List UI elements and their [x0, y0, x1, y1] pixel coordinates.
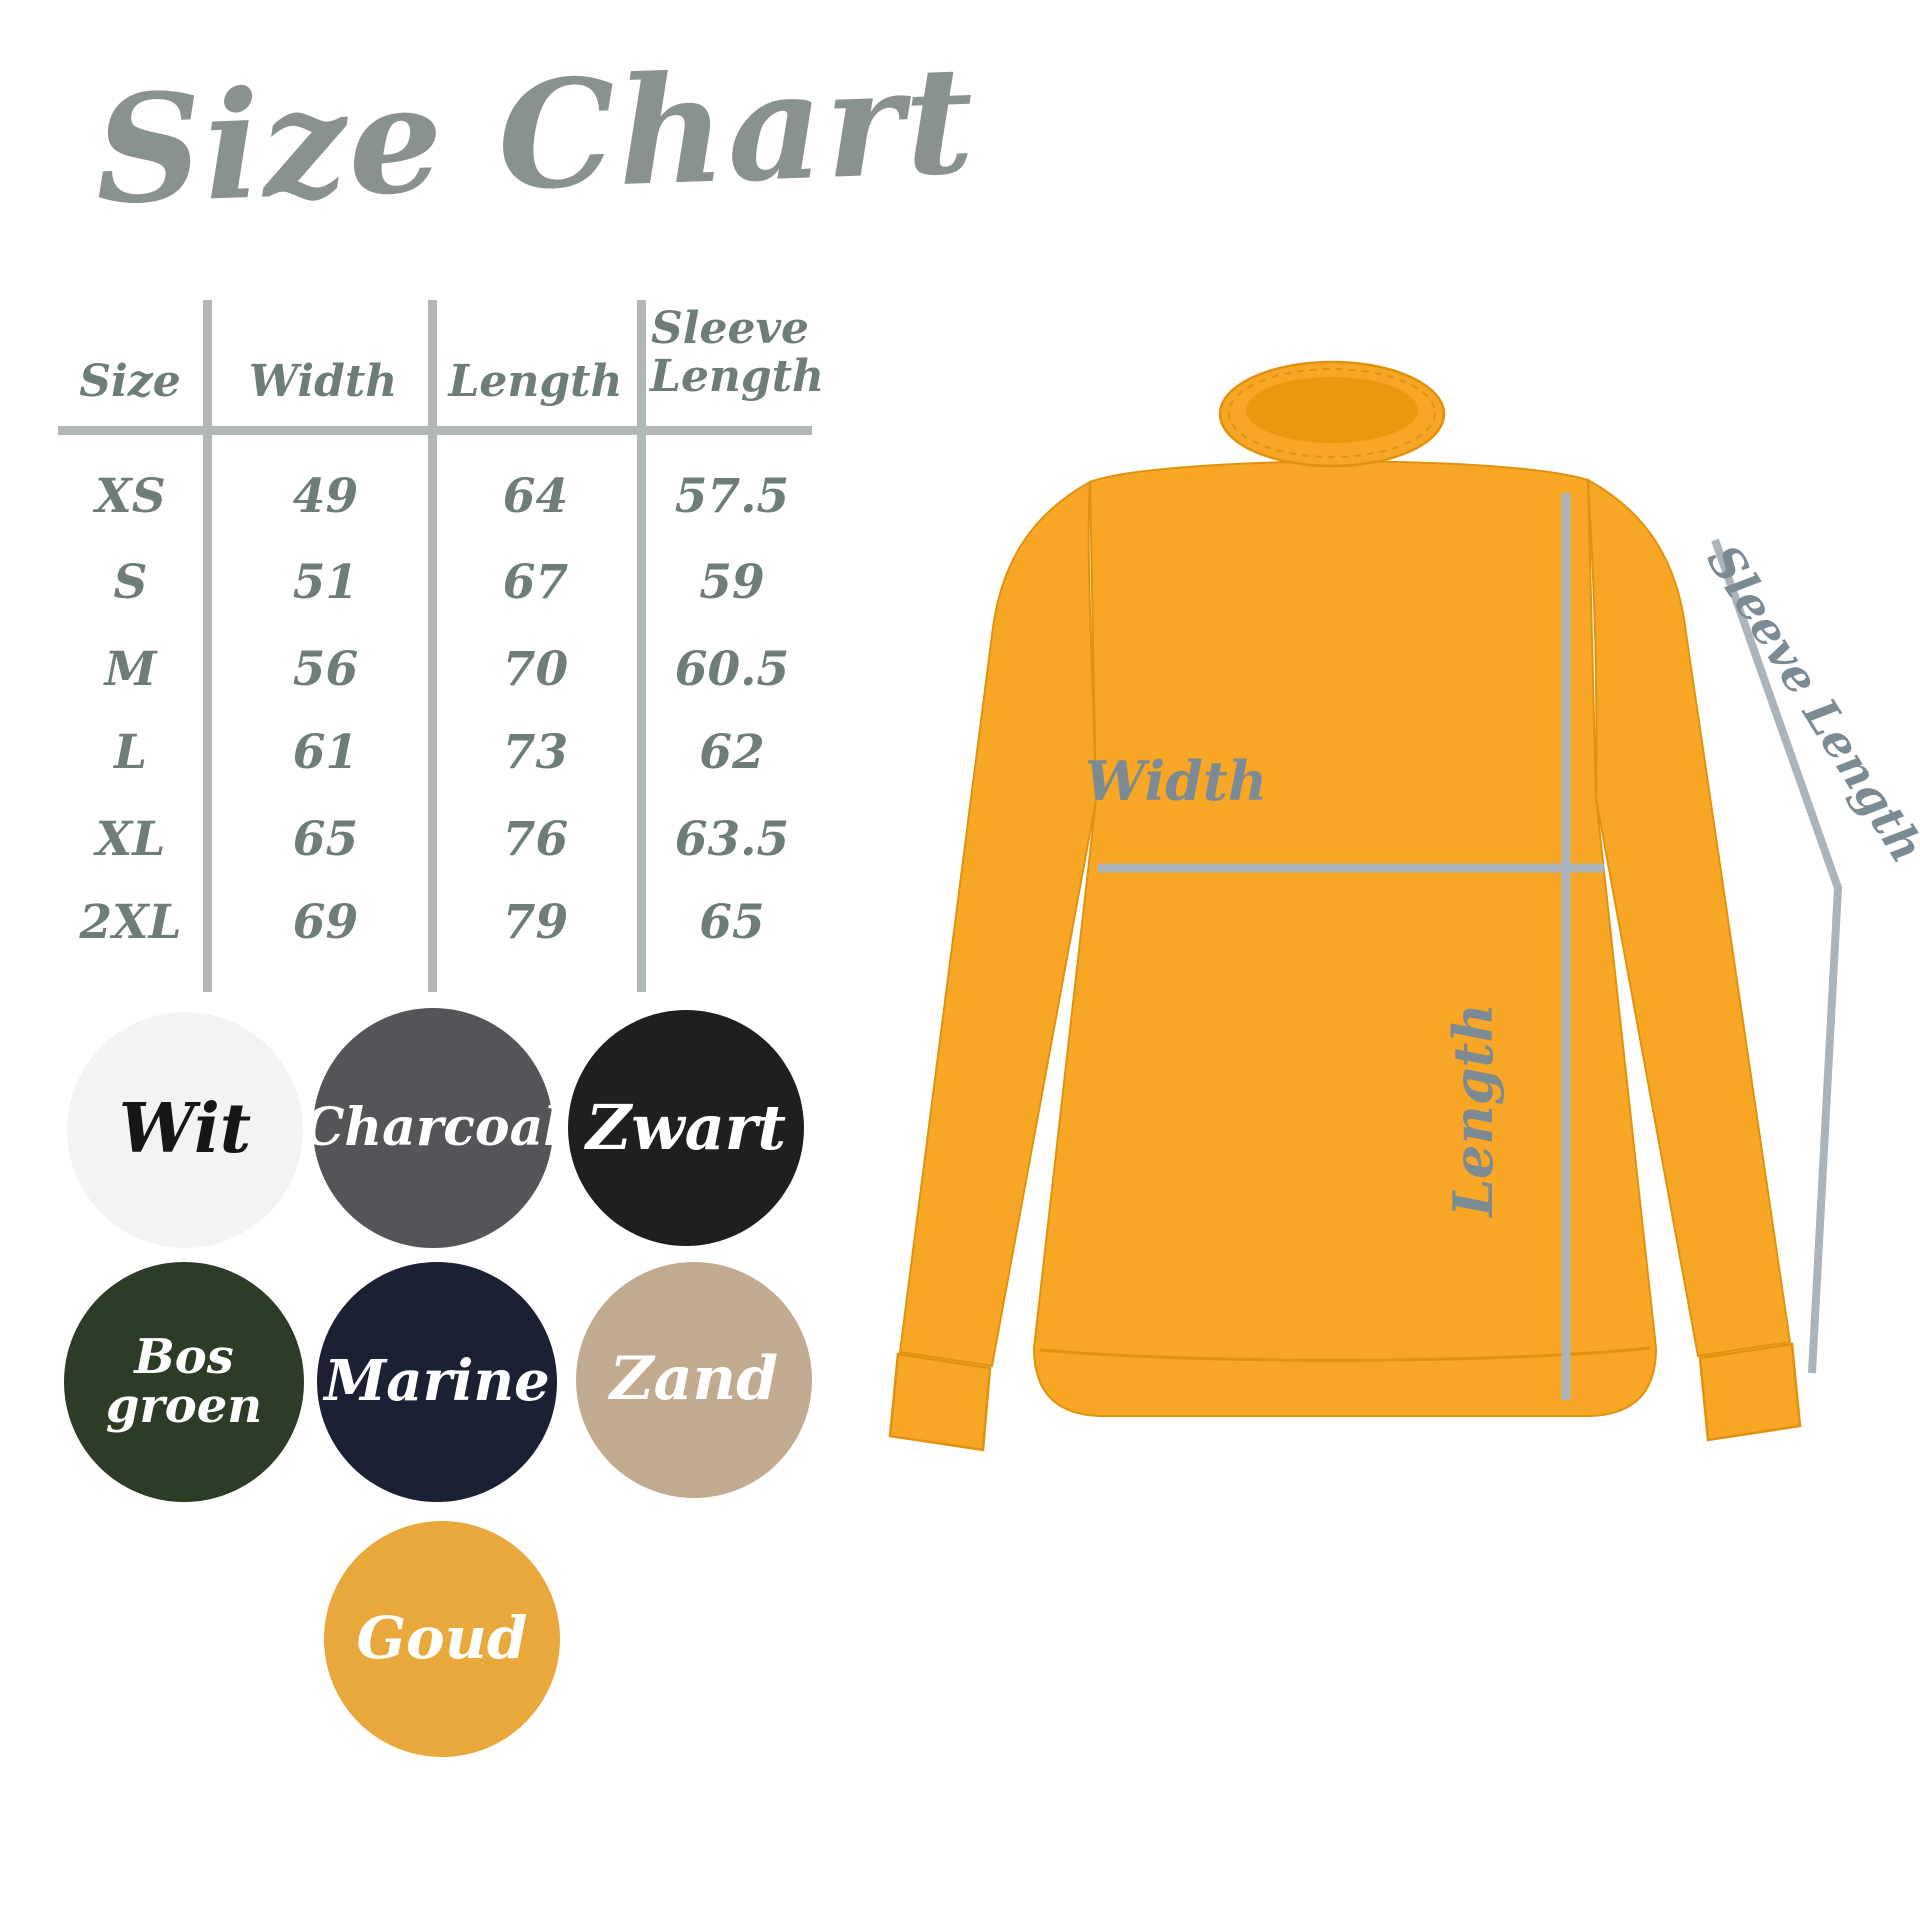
table-row: XS 49 64 57.5	[0, 469, 860, 529]
length-cell: 73	[502, 725, 569, 780]
length-label: Length	[1441, 1003, 1505, 1219]
width-cell: 51	[292, 555, 359, 610]
sleeve-cell: 59	[699, 555, 765, 610]
table-header-underline	[58, 426, 812, 435]
width-cell: 65	[292, 812, 359, 867]
sleeve-cell: 57.5	[674, 469, 790, 524]
width-cell: 61	[292, 725, 359, 780]
width-cell: 56	[292, 642, 359, 697]
length-cell: 67	[502, 555, 569, 610]
size-cell: XL	[95, 812, 166, 867]
swatch-label: Zand	[609, 1344, 779, 1415]
hem-stitch	[1039, 1346, 1651, 1362]
swatch-label: Goud	[356, 1604, 528, 1673]
table-row: S 51 67 59	[0, 555, 860, 615]
size-cell: M	[104, 642, 157, 697]
sleeve-cell: 65	[699, 895, 765, 950]
sweatshirt-body	[1032, 460, 1658, 1417]
width-cell: 69	[292, 895, 359, 950]
swatch-label: Marine	[324, 1348, 550, 1415]
swatch-label: Charcoal	[302, 1097, 564, 1159]
color-swatch-wit: Wit	[67, 1012, 303, 1248]
length-cell: 79	[502, 895, 569, 950]
color-swatch-bos-groen: Bos groen	[64, 1262, 304, 1502]
table-column-separator	[428, 300, 437, 992]
sleeve-cell: 62	[699, 725, 765, 780]
color-swatch-zwart: Zwart	[568, 1010, 804, 1246]
size-cell: XS	[95, 469, 166, 524]
collar-opening	[1246, 377, 1418, 443]
table-row: M 56 70 60.5	[0, 642, 860, 702]
table-header-sleeve-length: Sleeve Length	[650, 303, 825, 403]
length-cell: 64	[502, 469, 569, 524]
color-swatch-marine: Marine	[317, 1262, 557, 1502]
collar-stitch	[1228, 368, 1436, 458]
table-row: XL 65 76 63.5	[0, 812, 860, 872]
left-cuff	[888, 1352, 992, 1452]
color-swatch-goud: Goud	[324, 1521, 560, 1757]
sleeve-cell: 60.5	[674, 642, 790, 697]
table-header-size: Size	[79, 356, 181, 407]
width-label: Width	[1085, 749, 1267, 813]
page-title: Size Chart	[92, 32, 979, 238]
sleeve-measure-line	[1711, 538, 1843, 1374]
color-swatch-charcoal: Charcoal	[303, 1008, 563, 1248]
table-row: 2XL 69 79 65	[0, 895, 860, 955]
length-cell: 76	[502, 812, 569, 867]
table-header-width: Width	[248, 356, 398, 407]
swatch-label: Zwart	[585, 1091, 787, 1165]
size-cell: 2XL	[79, 895, 182, 950]
color-swatch-zand: Zand	[576, 1262, 812, 1498]
table-column-separator	[203, 300, 212, 992]
swatch-label: Wit	[118, 1089, 252, 1170]
size-cell: L	[113, 725, 148, 780]
length-cell: 70	[502, 642, 569, 697]
width-cell: 49	[292, 469, 359, 524]
size-cell: S	[113, 555, 148, 610]
sleeve-cell: 63.5	[674, 812, 790, 867]
table-row: L 61 73 62	[0, 725, 860, 785]
table-header-length: Length	[448, 356, 623, 407]
table-column-separator	[637, 300, 646, 992]
swatch-label: Bos groen	[105, 1329, 263, 1434]
right-cuff	[1698, 1342, 1802, 1442]
sweatshirt-diagram: Width Length Sleeve Length	[888, 360, 1920, 1452]
sleeve-length-label: Sleeve Length	[1696, 535, 1920, 872]
